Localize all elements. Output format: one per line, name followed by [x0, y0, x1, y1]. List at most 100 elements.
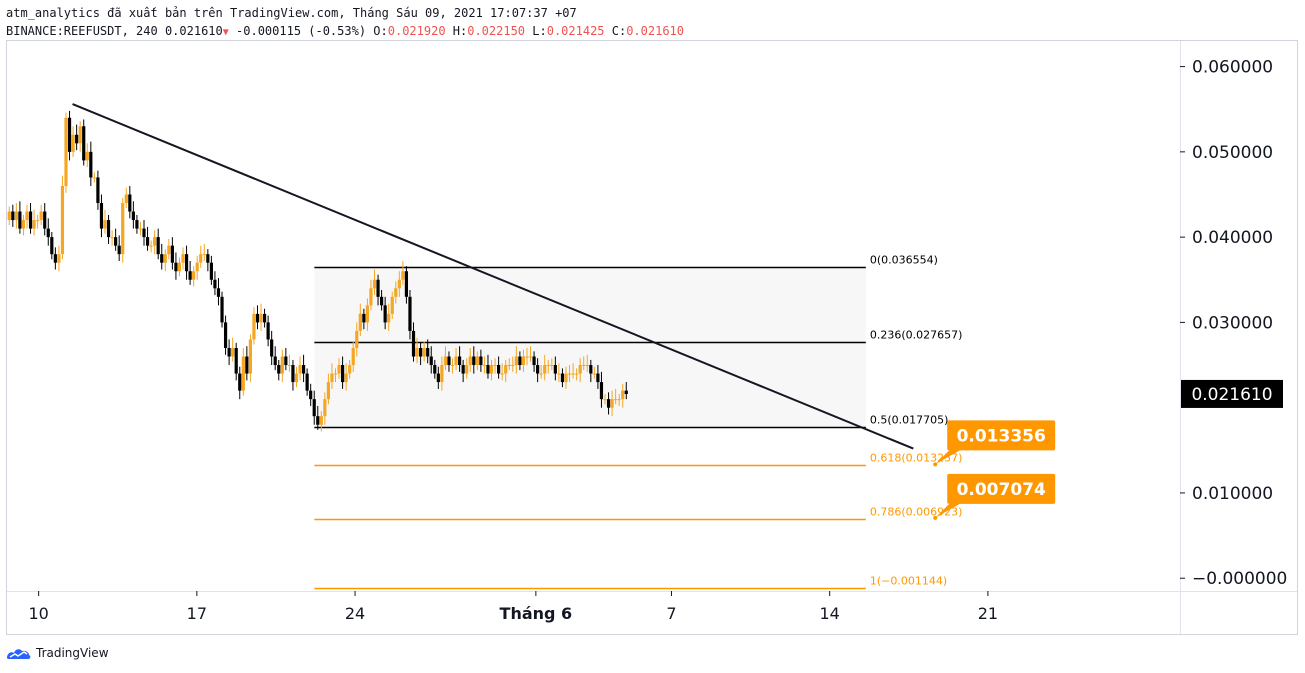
candle — [78, 121, 82, 152]
candle — [60, 175, 65, 260]
candle-body — [422, 347, 426, 357]
candle — [536, 358, 540, 383]
candle — [497, 356, 501, 379]
candle — [294, 366, 299, 388]
candle — [163, 249, 167, 272]
candle — [358, 303, 362, 337]
chart-frame[interactable] — [6, 40, 1298, 635]
candle-body — [614, 399, 618, 401]
candle — [145, 226, 150, 251]
candle-body — [11, 211, 15, 221]
candle-body — [489, 365, 494, 374]
candle-body — [486, 365, 490, 374]
candle-body — [270, 339, 274, 357]
candle — [564, 366, 568, 389]
fib-label-1: 1(−0.001144) — [870, 575, 947, 588]
candle — [142, 220, 146, 246]
y-tick-label: −0.000000 — [1192, 569, 1287, 589]
candle — [64, 112, 68, 193]
y-tick-label: 0.010000 — [1192, 484, 1273, 504]
candle — [220, 291, 224, 328]
callout-label: 0.013356 — [957, 426, 1046, 446]
candle — [305, 368, 309, 396]
candle-body — [497, 365, 501, 374]
candle-body — [99, 203, 104, 229]
candle-body — [536, 365, 540, 374]
candle — [234, 342, 238, 381]
candle-body — [78, 126, 82, 144]
candle — [528, 346, 533, 362]
candle — [369, 279, 373, 311]
candle-body — [472, 356, 476, 366]
symbol-label[interactable]: BINANCE:REEFUSDT, 240 — [6, 24, 158, 38]
candle-body — [301, 365, 306, 374]
close-label: C: — [611, 24, 627, 38]
candle-body — [241, 356, 245, 391]
candle — [390, 291, 394, 319]
candle — [245, 346, 249, 381]
current-price-tag: 0.021610 — [1181, 379, 1283, 408]
candle — [67, 110, 72, 161]
candle-body — [369, 288, 373, 306]
candle — [319, 411, 323, 432]
candle-body — [348, 365, 352, 374]
candle-body — [192, 271, 196, 280]
candle — [511, 356, 515, 372]
candle — [131, 201, 135, 229]
candle — [238, 366, 242, 400]
candle-body — [75, 134, 79, 144]
candle-body — [404, 271, 409, 297]
tradingview-brand[interactable]: TradingView — [6, 646, 109, 660]
brand-name: TradingView — [36, 646, 109, 660]
candle-body — [131, 211, 135, 221]
candle — [75, 124, 79, 151]
candle-body — [238, 373, 242, 391]
candle-body — [316, 416, 320, 425]
candle-body — [465, 365, 469, 374]
candle — [160, 243, 164, 270]
candle — [96, 170, 100, 210]
candle — [53, 247, 57, 270]
candle-body — [482, 365, 487, 367]
candle-body — [344, 373, 348, 383]
candle-body — [376, 279, 380, 297]
candle — [213, 271, 217, 296]
candle-body — [599, 382, 604, 400]
candle — [277, 359, 281, 381]
candle — [575, 368, 579, 381]
candle-body — [138, 228, 143, 230]
candle — [344, 363, 348, 391]
candle-body — [401, 271, 405, 280]
candle — [379, 289, 384, 311]
candle — [14, 203, 18, 229]
candle — [209, 255, 213, 285]
candle — [266, 315, 270, 347]
candle — [340, 356, 345, 389]
candle — [475, 351, 479, 371]
trendline[interactable] — [72, 103, 914, 450]
candle-body — [621, 390, 625, 400]
candle — [270, 330, 274, 366]
candle — [181, 247, 185, 270]
candle — [99, 194, 104, 238]
candle-body — [309, 390, 313, 400]
candle — [489, 359, 494, 381]
candle-body — [213, 279, 217, 289]
candle — [92, 172, 96, 183]
low-label: L: — [532, 24, 547, 38]
candle-body — [617, 399, 621, 401]
price-change: -0.000115 (-0.53%) — [236, 24, 367, 38]
candle-body — [323, 399, 327, 417]
price-axis[interactable]: 0.060000 0.050000 0.040000 0.030000 0.010000… — [1180, 58, 1287, 590]
candle — [578, 358, 582, 383]
candle — [436, 366, 440, 389]
y-tick-label: 0.060000 — [1192, 58, 1273, 78]
time-axis[interactable]: 10 17 24 Tháng 6 7 14 21 — [28, 591, 998, 623]
candle — [167, 238, 171, 260]
candle-body — [550, 365, 554, 367]
candle-body — [277, 365, 281, 374]
candle — [521, 349, 526, 372]
candle-body — [312, 399, 316, 417]
candle-body — [43, 211, 47, 229]
